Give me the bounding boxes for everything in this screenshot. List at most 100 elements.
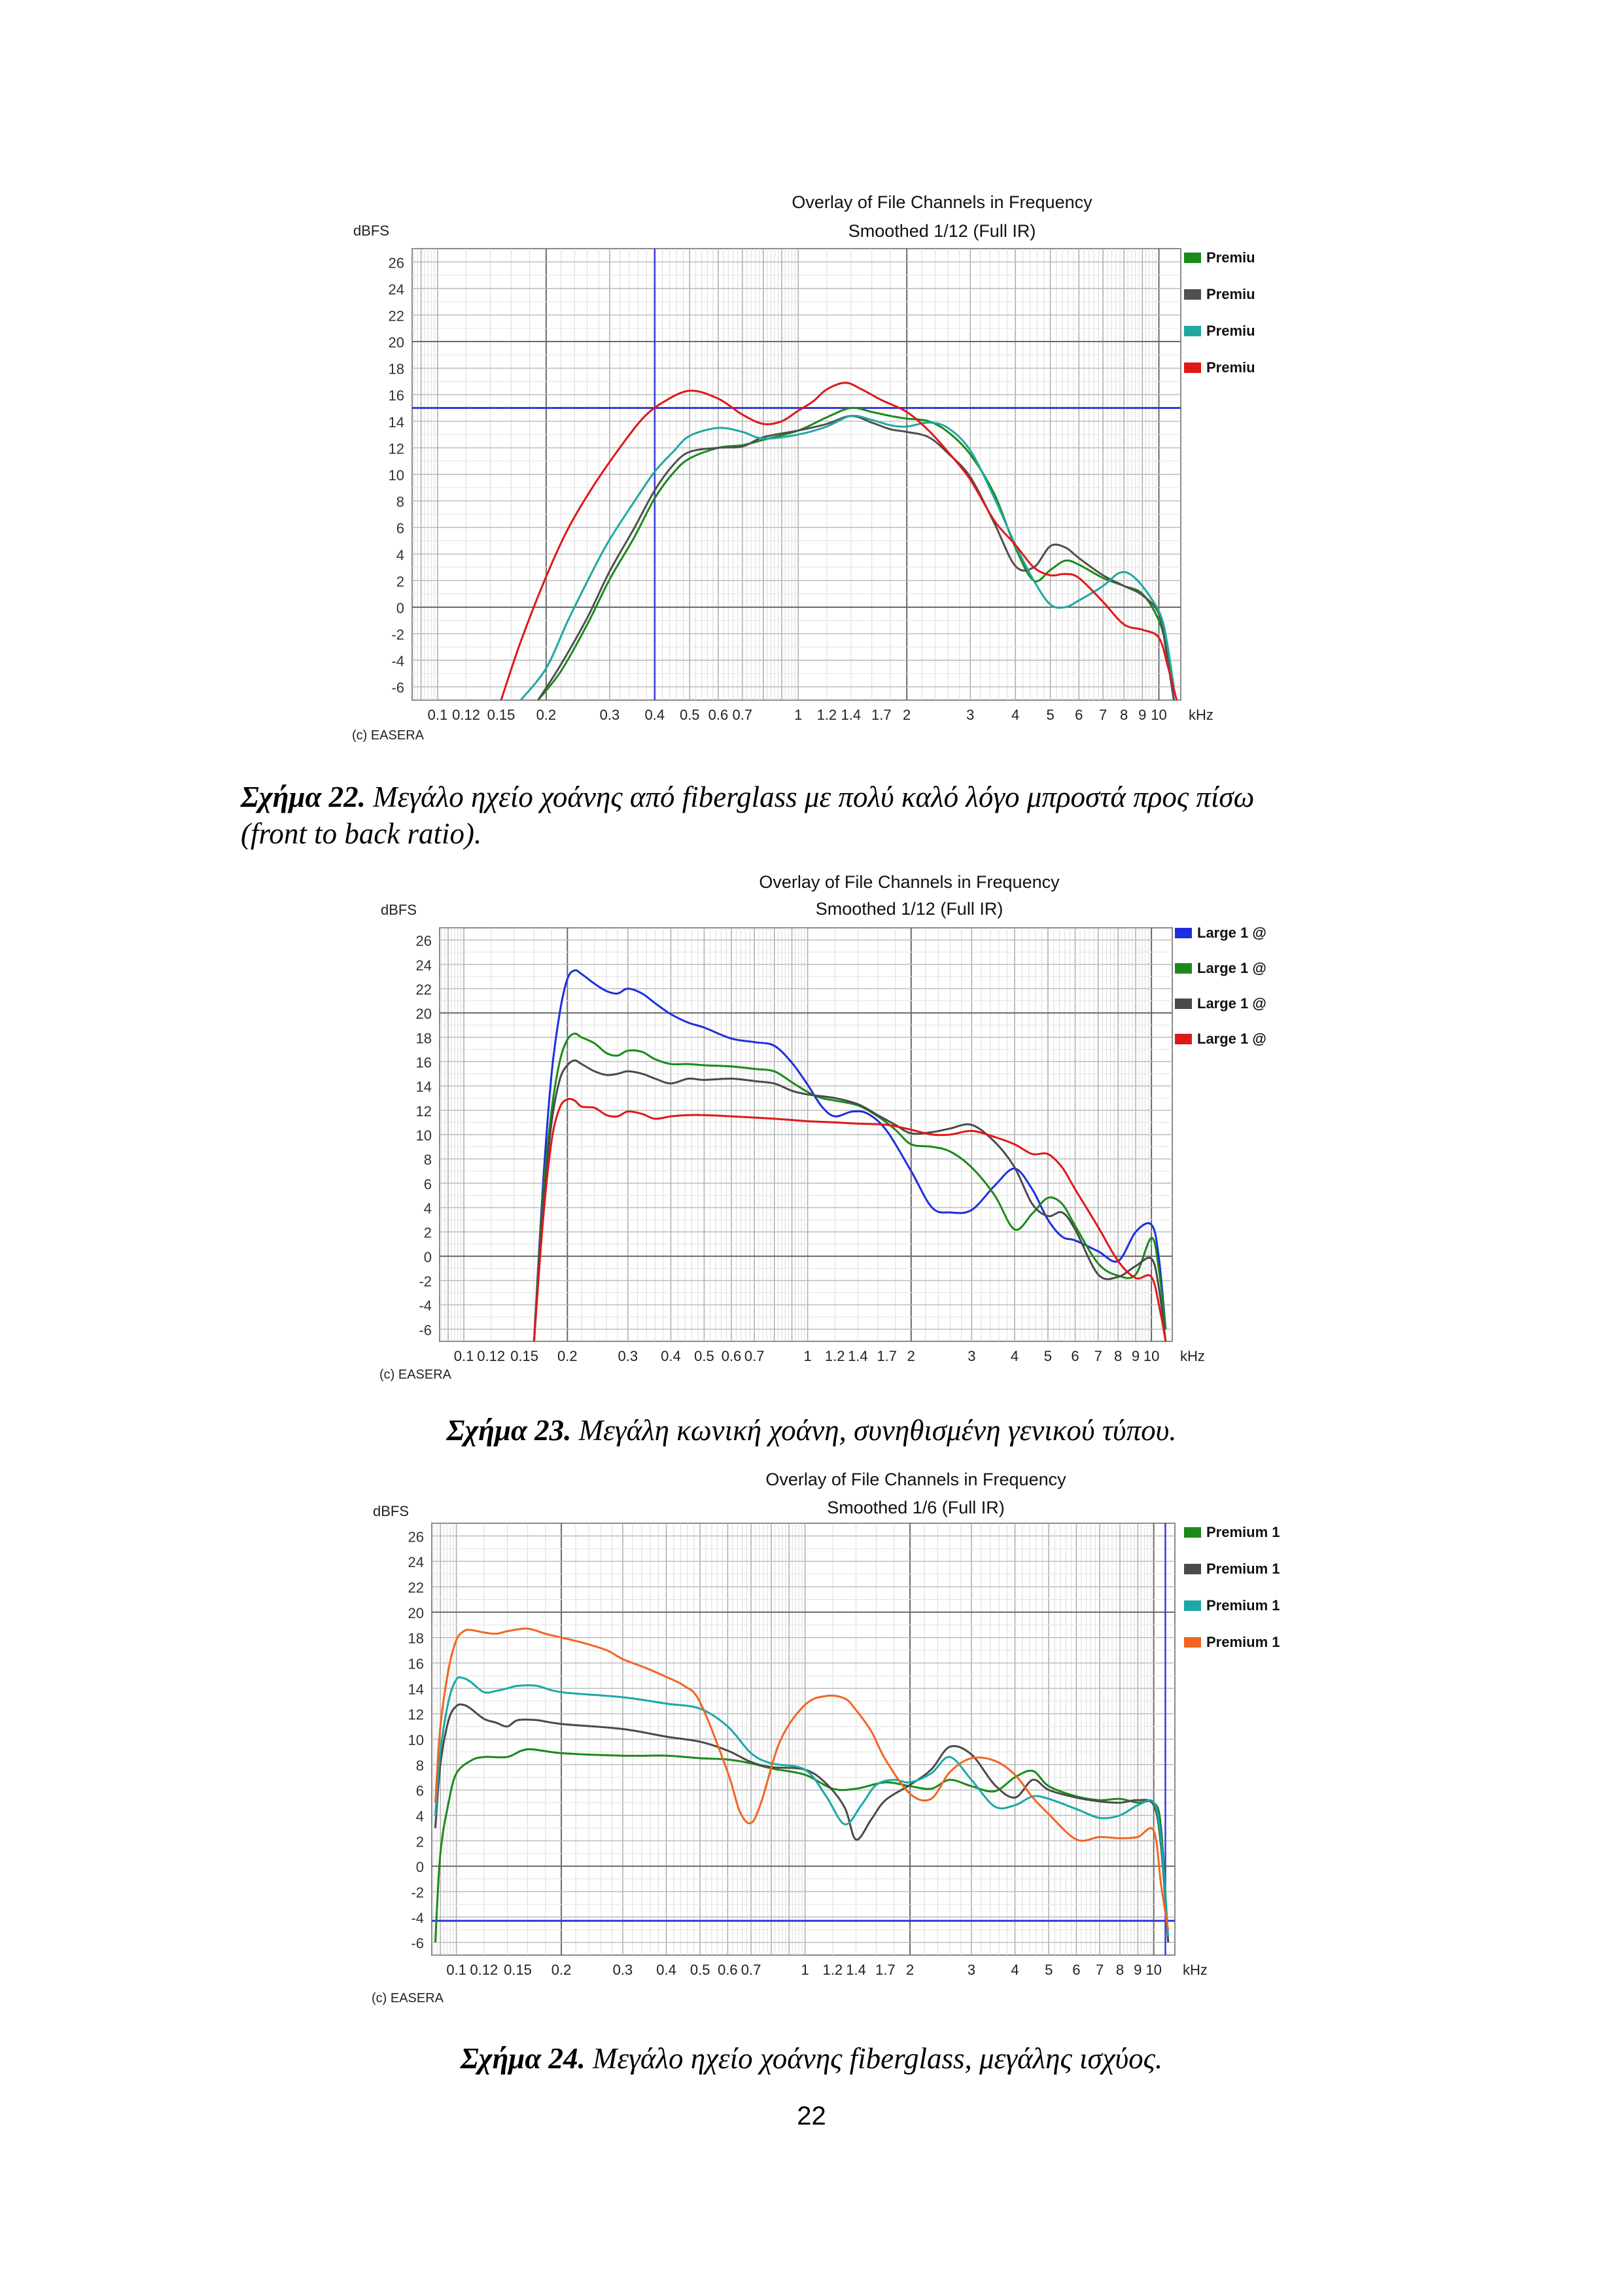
x-tick-label: 2: [903, 707, 911, 723]
y-tick-label: 12: [408, 1706, 424, 1723]
legend-label: Large 1 @: [1197, 925, 1266, 941]
y-tick-label: 2: [424, 1225, 432, 1241]
legend-label: Premiu: [1206, 249, 1255, 266]
figure-label: Σχήμα 23.: [446, 1414, 572, 1447]
x-tick-label: 1: [801, 1962, 809, 1978]
legend-swatch: [1184, 362, 1201, 373]
x-tick-label: 0.3: [618, 1348, 638, 1364]
y-axis-label: dBFS: [353, 222, 389, 239]
copyright-label: (c) EASERA: [352, 728, 425, 743]
caption-text: Μεγάλο ηχείο χοάνης fiberglass, μεγάλης …: [592, 2042, 1163, 2075]
series-line-2: [434, 1703, 1170, 1943]
x-tick-label: 3: [968, 1962, 975, 1978]
y-tick-label: 10: [408, 1732, 424, 1748]
page-number: 22: [797, 2102, 826, 2130]
y-axis-label: dBFS: [381, 902, 417, 918]
legend-swatch: [1184, 326, 1201, 336]
x-tick-label: 0.4: [656, 1962, 676, 1978]
x-tick-label: 0.12: [477, 1348, 505, 1364]
x-tick-label: 0.1: [428, 707, 448, 723]
y-tick-label: -6: [411, 1935, 424, 1952]
y-tick-label: 10: [416, 1127, 432, 1144]
legend-swatch: [1175, 928, 1192, 938]
series-line-4: [434, 1627, 1170, 1930]
x-tick-label: 0.3: [613, 1962, 633, 1978]
legend-swatch: [1184, 253, 1201, 263]
x-tick-label: 4: [1011, 1962, 1019, 1978]
y-tick-label: 14: [408, 1681, 424, 1697]
y-tick-label: 26: [408, 1528, 424, 1545]
x-tick-label: 1.7: [877, 1348, 897, 1364]
x-tick-label: 9: [1134, 1962, 1142, 1978]
x-tick-label: 6: [1075, 707, 1083, 723]
series-line-3: [532, 1059, 1167, 1342]
legend-label: Premiu: [1206, 359, 1255, 376]
y-tick-label: 20: [389, 334, 404, 351]
x-tick-label: 0.12: [452, 707, 480, 723]
x-tick-label: 0.7: [733, 707, 753, 723]
x-tick-label: 1.4: [841, 707, 861, 723]
figure-caption-23: Σχήμα 23. Μεγάλη κωνική χοάνη, συνηθισμέ…: [0, 1412, 1623, 1449]
y-tick-label: 18: [408, 1631, 424, 1647]
legend-label: Premium 1: [1206, 1597, 1280, 1614]
series-line-3: [434, 1676, 1170, 1937]
x-tick-label: 1.2: [817, 707, 837, 723]
x-tick-label: 6: [1071, 1348, 1079, 1364]
x-tick-label: 2: [907, 1348, 915, 1364]
legend-label: Large 1 @: [1197, 960, 1266, 976]
chart-title: Overlay of File Channels in Frequency: [792, 192, 1092, 212]
x-tick-label: 1: [794, 707, 802, 723]
x-tick-label: 0.6: [708, 707, 729, 723]
figure-caption-22: Σχήμα 22. Μεγάλο ηχείο χοάνης από fiberg…: [241, 779, 1405, 852]
x-tick-label: 10: [1151, 707, 1166, 723]
legend-label: Premiu: [1206, 286, 1255, 302]
x-tick-label: 0.2: [557, 1348, 578, 1364]
figure-label: Σχήμα 24.: [460, 2042, 585, 2075]
series-line-4: [532, 1097, 1167, 1342]
y-tick-label: 24: [416, 957, 432, 974]
chart-subtitle: Smoothed 1/12 (Full IR): [816, 899, 1003, 919]
x-tick-label: 8: [1116, 1962, 1124, 1978]
y-tick-label: 20: [408, 1605, 424, 1621]
x-tick-label: 1.7: [875, 1962, 896, 1978]
legend-swatch: [1184, 1564, 1201, 1574]
legend-swatch: [1184, 1527, 1201, 1538]
x-tick-label: 1.4: [848, 1348, 868, 1364]
figure-label: Σχήμα 22.: [241, 781, 366, 813]
x-tick-label: 3: [968, 1348, 975, 1364]
y-tick-label: -4: [419, 1298, 432, 1314]
x-tick-label: 1: [803, 1348, 811, 1364]
x-tick-label: 0.4: [645, 707, 665, 723]
legend-swatch: [1184, 289, 1201, 300]
y-tick-label: 16: [389, 387, 404, 404]
x-tick-label: 6: [1072, 1962, 1080, 1978]
y-tick-label: 0: [396, 600, 404, 616]
x-tick-label: 0.15: [487, 707, 515, 723]
x-unit-label: kHz: [1183, 1962, 1208, 1978]
grid: [412, 249, 1181, 700]
x-tick-label: 8: [1114, 1348, 1122, 1364]
x-tick-label: 0.3: [600, 707, 620, 723]
x-tick-label: 0.1: [446, 1962, 466, 1978]
y-tick-label: 14: [389, 414, 404, 431]
y-tick-label: 0: [416, 1859, 424, 1875]
legend-label: Large 1 @: [1197, 1031, 1266, 1047]
x-tick-label: 10: [1143, 1348, 1159, 1364]
x-unit-label: kHz: [1180, 1348, 1205, 1364]
chart-title: Overlay of File Channels in Frequency: [765, 1470, 1066, 1489]
y-tick-label: 2: [416, 1833, 424, 1850]
copyright-label: (c) EASERA: [379, 1368, 452, 1382]
y-tick-label: -2: [419, 1273, 432, 1290]
y-tick-label: 2: [396, 573, 404, 590]
y-tick-label: 18: [389, 361, 404, 378]
series-line-1: [434, 1748, 1170, 1943]
y-tick-label: 0: [424, 1249, 432, 1265]
y-tick-label: 8: [396, 494, 404, 510]
y-tick-label: 22: [389, 308, 404, 324]
x-tick-label: 4: [1011, 707, 1019, 723]
y-tick-label: -6: [419, 1322, 432, 1338]
x-tick-label: 1.2: [823, 1962, 843, 1978]
legend-swatch: [1184, 1637, 1201, 1648]
x-tick-label: 9: [1138, 707, 1146, 723]
y-tick-label: 24: [389, 281, 404, 298]
